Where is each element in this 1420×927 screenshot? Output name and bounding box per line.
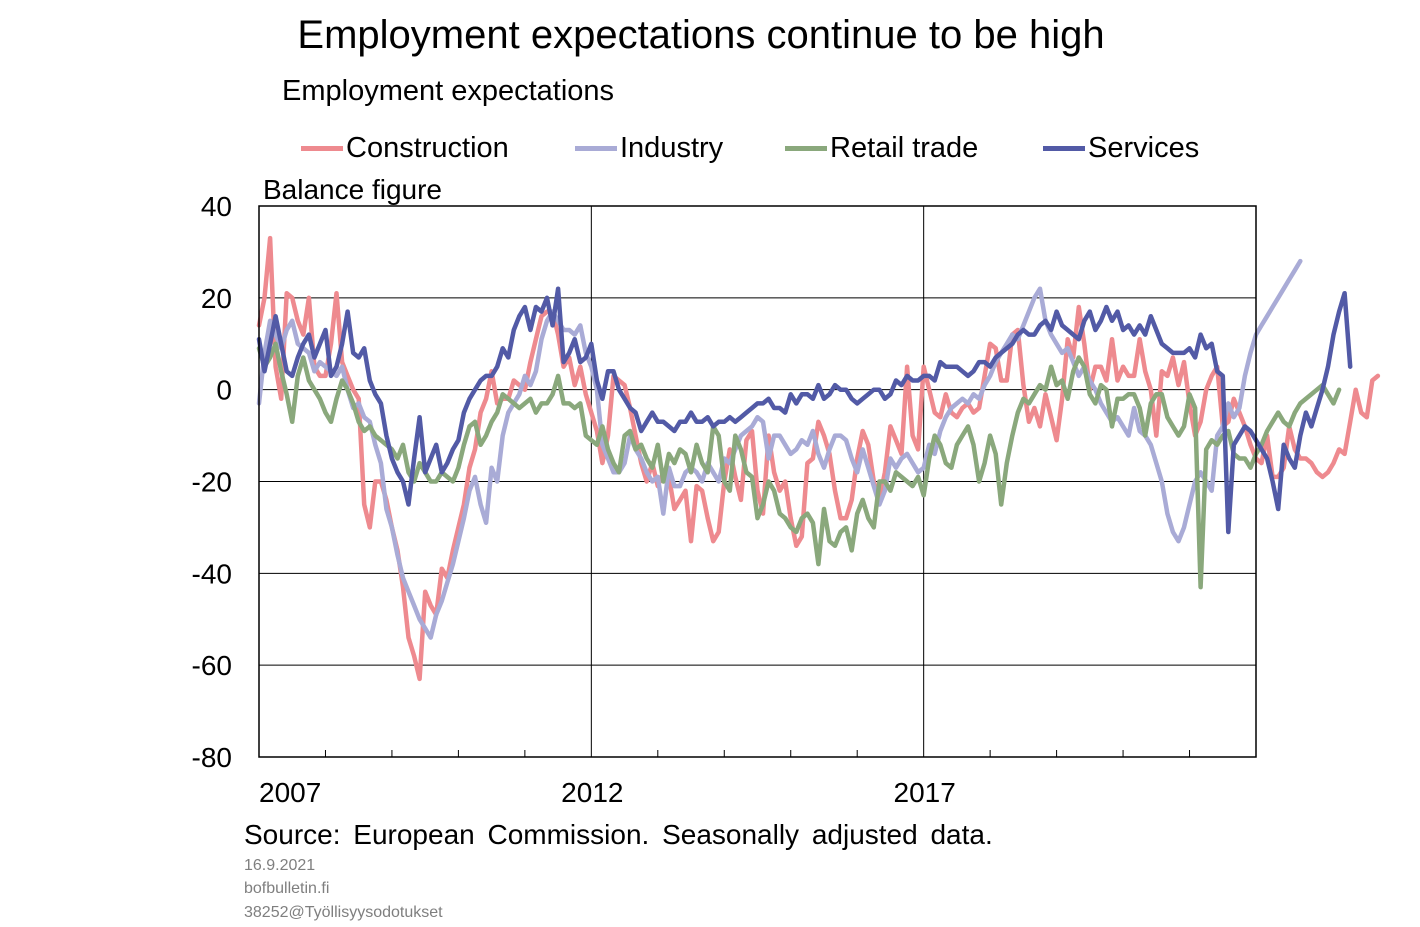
footer-site: bofbulletin.fi xyxy=(244,880,330,897)
x-tick-label: 2012 xyxy=(561,777,623,808)
legend-swatch-services xyxy=(1043,145,1085,151)
footer-code: 38252@Työllisyysodotukset xyxy=(244,904,443,921)
footer-date: 16.9.2021 xyxy=(244,857,316,874)
legend-item-retail-trade: Retail trade xyxy=(785,130,978,166)
plot-frame xyxy=(258,205,1257,758)
legend: Construction Industry Retail trade Servi… xyxy=(0,130,1420,166)
series-line-services xyxy=(256,286,1353,535)
y-axis-unit-label: Balance figure xyxy=(263,174,443,205)
series-line-industry xyxy=(256,258,1303,640)
x-tick-label: 2007 xyxy=(259,777,321,808)
legend-label-services: Services xyxy=(1088,132,1200,164)
x-tick-label: 2017 xyxy=(894,777,956,808)
y-tick-label: -60 xyxy=(192,650,232,681)
source-note: Source: European Commission. Seasonally … xyxy=(244,819,993,850)
chart-title: Employment expectations continue to be h… xyxy=(297,13,1105,57)
y-tick-label: 20 xyxy=(201,283,232,314)
legend-label-construction: Construction xyxy=(346,132,509,164)
y-tick-label: -80 xyxy=(192,742,232,773)
legend-label-retail-trade: Retail trade xyxy=(830,132,979,164)
y-tick-label: 40 xyxy=(201,191,232,222)
y-tick-label: -20 xyxy=(192,467,232,498)
y-tick-label: -40 xyxy=(192,558,232,589)
legend-item-services: Services xyxy=(1043,130,1199,166)
series-line-retail-trade xyxy=(256,341,1342,590)
series-line-construction xyxy=(256,235,1381,682)
legend-swatch-retail-trade xyxy=(785,145,827,151)
legend-swatch-industry xyxy=(575,145,617,151)
y-tick-label: 0 xyxy=(216,375,232,406)
legend-item-industry: Industry xyxy=(575,130,723,166)
legend-label-industry: Industry xyxy=(620,132,724,164)
legend-item-construction: Construction xyxy=(301,130,509,166)
legend-swatch-construction xyxy=(301,145,343,151)
chart-subtitle: Employment expectations xyxy=(282,75,615,107)
